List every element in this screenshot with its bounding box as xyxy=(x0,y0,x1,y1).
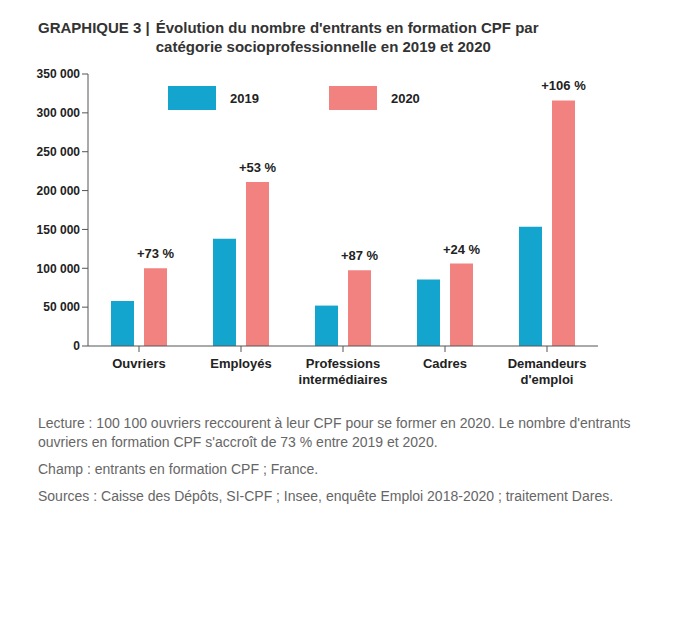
html-text:GRAPHIQUE 3 | Évolution du nom: GRAPHIQUE 3 | Évolution du nombre d'entr… xyxy=(38,19,539,55)
html-text:Champ : entrants en formation: Champ : entrants en formation CPF ; Fran… xyxy=(38,461,319,477)
svg-text:Cadres: Cadres xyxy=(423,356,467,371)
svg-text:250 000: 250 000 xyxy=(37,145,81,159)
svg-text:Ouvriers: Ouvriers xyxy=(112,356,165,371)
svg-text:Professionsintermédiaires: Professionsintermédiaires xyxy=(299,356,388,387)
svg-text:0: 0 xyxy=(73,339,80,353)
svg-text:100 000: 100 000 xyxy=(37,262,81,276)
svg-text:200 000: 200 000 xyxy=(37,184,81,198)
svg-text:350 000: 350 000 xyxy=(37,67,81,81)
svg-text:Employés: Employés xyxy=(210,356,271,371)
svg-text:+73 %: +73 % xyxy=(137,246,175,261)
svg-text:+24 %: +24 % xyxy=(443,242,481,257)
svg-text:+53 %: +53 % xyxy=(239,160,277,175)
html-text:Lecture : 100 100 ouvriers rec: Lecture : 100 100 ouvriers reccourent à … xyxy=(38,415,631,450)
html-text:Sources : Caisse des Dépôts, S: Sources : Caisse des Dépôts, SI-CPF ; In… xyxy=(38,488,614,504)
svg-text:150 000: 150 000 xyxy=(37,223,81,237)
svg-text:+87 %: +87 % xyxy=(341,248,379,263)
svg-text:50 000: 50 000 xyxy=(43,300,80,314)
html-text:2020: 2020 xyxy=(390,90,420,106)
svg-text:+106 %: +106 % xyxy=(541,78,586,93)
svg-text:Demandeursd'emploi: Demandeursd'emploi xyxy=(508,356,587,387)
svg-text:300 000: 300 000 xyxy=(37,106,81,120)
html-text:2019: 2019 xyxy=(230,90,259,106)
